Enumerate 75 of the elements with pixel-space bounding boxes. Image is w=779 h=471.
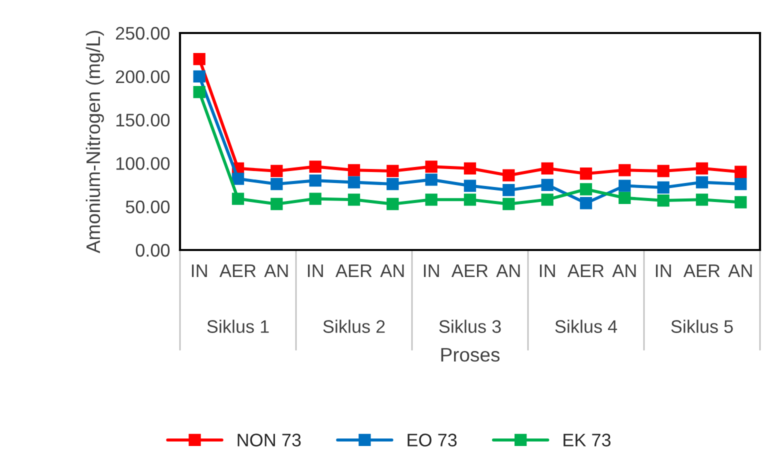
text: Siklus 4 [555, 320, 618, 333]
point [425, 174, 438, 186]
point [270, 178, 283, 190]
text: Siklus 3 [439, 320, 501, 333]
point [386, 178, 399, 190]
point [309, 174, 322, 187]
point [580, 183, 592, 196]
y-axis-title: Amonium-Nitrogen (mg/L) [86, 30, 104, 254]
point [618, 164, 631, 176]
point [580, 197, 592, 210]
point [618, 180, 631, 192]
point [464, 194, 476, 206]
point [502, 198, 515, 210]
x-tick-label: AER [567, 264, 604, 277]
point [657, 181, 670, 194]
point [193, 70, 206, 82]
point [696, 162, 708, 174]
point [425, 194, 438, 206]
point [193, 52, 206, 66]
point [348, 194, 360, 206]
point [270, 164, 283, 178]
x-tick-label: AER [451, 264, 488, 277]
x-tick-label: AER [683, 264, 720, 277]
point [657, 194, 670, 207]
x-tick-label: IN [308, 264, 323, 277]
point [232, 172, 244, 185]
y-tick-label: 150.00 [116, 114, 170, 127]
point [270, 198, 283, 210]
x-axis-title: Proses [441, 348, 500, 362]
point [464, 162, 476, 174]
x-tick-label: AER [335, 264, 372, 277]
y-tick-label: 200.00 [116, 70, 170, 84]
legend-label: EO 73 [408, 434, 457, 446]
point [541, 162, 554, 174]
x-tick-label: AN [264, 264, 288, 277]
x-tick-label: AN [728, 264, 752, 277]
point [464, 180, 476, 192]
point [734, 196, 747, 208]
point [696, 176, 708, 188]
y-tick-label: 250.00 [116, 26, 170, 40]
point [541, 194, 554, 206]
point [193, 86, 206, 98]
point [348, 164, 360, 176]
point [734, 178, 747, 190]
point [502, 169, 515, 182]
point [386, 164, 399, 178]
point [502, 184, 515, 196]
legend-label: EK 73 [564, 434, 611, 446]
x-tick-label: IN [540, 264, 555, 277]
y-tick-label: 0.00 [136, 244, 170, 257]
x-tick-label: AN [380, 264, 404, 277]
y-tick-label: 50.00 [126, 200, 170, 214]
point [309, 192, 322, 205]
point [657, 164, 670, 178]
point [425, 160, 438, 173]
text: Siklus 1 [207, 320, 269, 333]
x-tick-label: AN [612, 264, 636, 277]
point [618, 192, 631, 204]
point [386, 198, 399, 210]
x-tick-label: AER [219, 264, 256, 277]
point [541, 178, 554, 191]
y-tick-label: 100.00 [116, 157, 170, 170]
point [696, 194, 708, 206]
x-tick-label: AN [496, 264, 520, 277]
x-tick-label: IN [656, 264, 671, 277]
point [580, 168, 592, 180]
x-tick-label: IN [192, 264, 207, 277]
point [309, 160, 322, 173]
x-tick-label: IN [424, 264, 439, 277]
text: Siklus 2 [323, 320, 385, 333]
point [232, 192, 244, 205]
text: Siklus 5 [671, 320, 733, 333]
legend-label: NON 73 [238, 434, 301, 446]
point [348, 176, 360, 188]
point [734, 166, 747, 178]
